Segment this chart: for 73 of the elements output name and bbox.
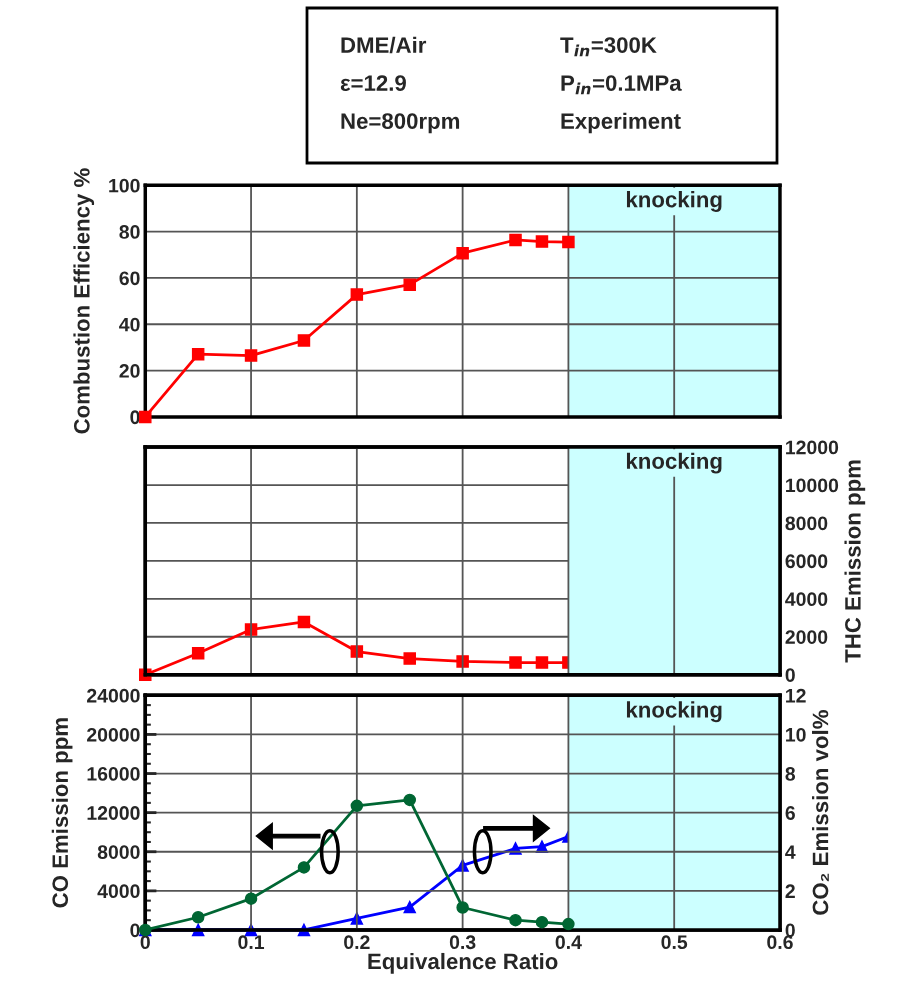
y2-axis-title: CO₂ Emission vol% bbox=[812, 710, 829, 915]
point bbox=[139, 410, 152, 424]
y-tick-label: 100 bbox=[109, 178, 140, 193]
point bbox=[244, 892, 258, 905]
y2-tick-label: 8 bbox=[785, 767, 796, 781]
x-tick-label: 0.5 bbox=[661, 935, 688, 950]
point bbox=[191, 911, 205, 924]
y-tick-label: 0 bbox=[130, 923, 140, 938]
point bbox=[191, 647, 205, 660]
point bbox=[456, 246, 469, 260]
y2-tick-label: 10 bbox=[786, 727, 806, 742]
x-tick-label: 0.1 bbox=[238, 935, 265, 950]
y-axis-title: CO Emission ppm bbox=[51, 718, 73, 908]
y-tick-label: 8000 bbox=[97, 845, 140, 859]
y2-tick-label: 0 bbox=[785, 668, 795, 682]
point bbox=[297, 861, 311, 874]
point bbox=[403, 900, 416, 914]
y2-tick-label: 6 bbox=[785, 806, 795, 820]
text: P$_{in}$=0.1MPa bbox=[561, 75, 682, 95]
y-tick-label: 24000 bbox=[87, 688, 140, 703]
y-tick-label: 40 bbox=[119, 317, 140, 332]
band-label: knocking bbox=[626, 701, 722, 723]
point bbox=[350, 799, 364, 813]
y2-tick-label: 2000 bbox=[785, 630, 828, 644]
y-tick-label: 60 bbox=[119, 271, 140, 286]
y2-tick-label: 12000 bbox=[786, 440, 839, 455]
y-axis-title: Combustion Efficiency % bbox=[73, 168, 95, 434]
x-axis-title: Equivalence Ratio bbox=[368, 952, 558, 974]
point bbox=[509, 233, 522, 247]
y2-tick-label: 2 bbox=[785, 884, 795, 898]
band-label: knocking bbox=[626, 452, 722, 474]
point bbox=[562, 917, 575, 931]
point bbox=[456, 901, 469, 914]
point bbox=[350, 288, 364, 301]
point bbox=[403, 278, 416, 291]
y2-tick-label: 12 bbox=[786, 688, 806, 703]
point bbox=[535, 235, 549, 248]
text: DME/Air bbox=[341, 36, 427, 54]
band-label: knocking bbox=[626, 191, 722, 212]
point bbox=[456, 655, 469, 668]
text: T$_{in}$=300K bbox=[560, 37, 657, 57]
y2-tick-label: 6000 bbox=[785, 554, 828, 569]
x-tick-label: 0.2 bbox=[344, 935, 370, 950]
point bbox=[244, 349, 258, 362]
x-tick-label: 0.4 bbox=[555, 935, 582, 950]
x-tick-label: 0.6 bbox=[767, 935, 793, 950]
x-tick-label: 0.3 bbox=[449, 935, 476, 950]
point bbox=[535, 656, 549, 669]
y-tick-label: 20 bbox=[119, 364, 140, 378]
y-tick-label: 20000 bbox=[87, 727, 140, 742]
y-tick-label: 80 bbox=[119, 225, 140, 239]
point bbox=[191, 347, 205, 361]
y2-tick-label: 0 bbox=[785, 923, 795, 938]
point bbox=[297, 615, 311, 629]
point bbox=[509, 656, 522, 669]
point bbox=[403, 652, 416, 665]
y2-tick-label: 10000 bbox=[786, 478, 839, 493]
y-tick-label: 12000 bbox=[87, 806, 140, 820]
x-tick-label: 0 bbox=[140, 935, 150, 950]
y2-axis-title: THC Emission ppm bbox=[844, 460, 866, 663]
y2-tick-label: 8000 bbox=[785, 516, 828, 531]
point bbox=[535, 915, 549, 929]
point bbox=[403, 793, 416, 807]
y-tick-label: 16000 bbox=[87, 767, 140, 781]
point bbox=[509, 913, 522, 927]
point bbox=[297, 334, 311, 347]
text: Ne=800rpm bbox=[341, 113, 460, 134]
point bbox=[562, 235, 575, 249]
text: Experiment bbox=[561, 112, 681, 134]
y-tick-label: 4000 bbox=[97, 884, 140, 899]
y2-tick-label: 4 bbox=[785, 845, 796, 859]
y2-tick-label: 4000 bbox=[785, 592, 828, 607]
text: ε=12.9 bbox=[340, 75, 406, 91]
